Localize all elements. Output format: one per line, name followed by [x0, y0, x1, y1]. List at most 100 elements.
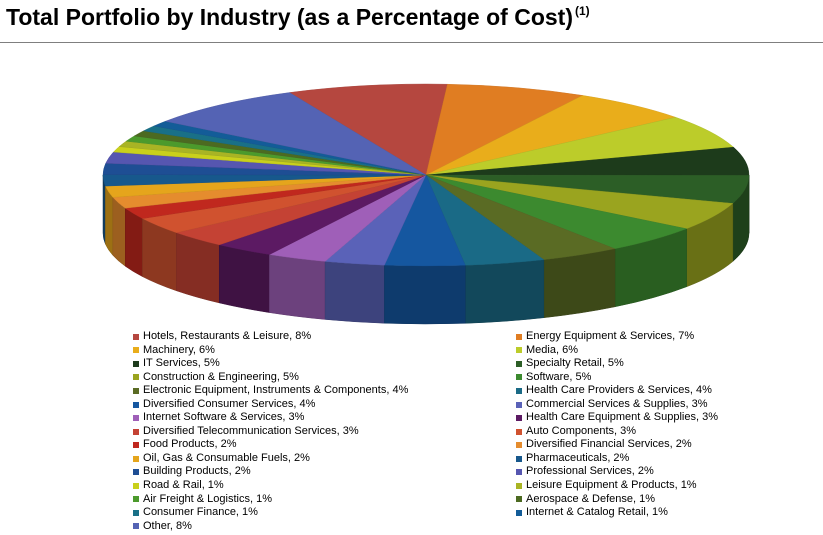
legend-label: Commercial Services & Supplies, 3% [526, 397, 708, 410]
legend-item: Machinery, 6% [133, 344, 408, 358]
pie-slice-side [218, 244, 270, 313]
legend-label: Auto Components, 3% [526, 424, 637, 437]
legend-swatch [133, 347, 139, 354]
legend-item: IT Services, 5% [133, 357, 408, 371]
legend-swatch [516, 374, 522, 381]
legend-swatch [133, 469, 139, 476]
pie-slice-side [465, 259, 545, 324]
legend-label: Aerospace & Defense, 1% [526, 492, 656, 505]
legend-swatch [133, 523, 139, 530]
legend-swatch [133, 374, 139, 381]
legend-left-column: Hotels, Restaurants & Leisure, 8% Machine… [133, 330, 408, 533]
legend-item: Professional Services, 2% [516, 465, 718, 479]
legend-label: Oil, Gas & Consumable Fuels, 2% [143, 451, 310, 464]
legend-item: Auto Components, 3% [516, 425, 718, 439]
pie-slice-side [105, 185, 114, 256]
legend-right-column: Energy Equipment & Services, 7% Media, 6%… [516, 330, 718, 520]
pie-slice [164, 92, 427, 176]
title-divider [0, 42, 823, 43]
legend-swatch [516, 442, 522, 449]
legend-swatch [516, 415, 522, 422]
legend-item: Health Care Providers & Services, 4% [516, 384, 718, 398]
legend-label: Leisure Equipment & Products, 1% [526, 479, 697, 492]
legend-item: Diversified Consumer Services, 4% [133, 398, 408, 412]
legend-label: Construction & Engineering, 5% [143, 370, 299, 383]
pie-chart [102, 83, 750, 325]
pie-slice-side [324, 261, 385, 324]
legend-swatch [133, 428, 139, 435]
legend-label: Specialty Retail, 5% [526, 357, 624, 370]
pie-slice [425, 83, 584, 176]
legend-swatch [516, 482, 522, 489]
pie-slice-side [112, 196, 126, 267]
legend-swatch [133, 333, 139, 340]
legend-swatch [516, 347, 522, 354]
pie-slice-side [384, 264, 466, 325]
title-footnote-marker: (1) [574, 4, 590, 18]
legend-item: Construction & Engineering, 5% [133, 371, 408, 385]
legend-swatch [516, 333, 522, 340]
legend-swatch [516, 455, 522, 462]
legend-item: Internet Software & Services, 3% [133, 411, 408, 425]
legend-swatch [133, 415, 139, 422]
legend-swatch [516, 509, 522, 516]
legend-swatch [516, 469, 522, 476]
legend-label: Health Care Equipment & Supplies, 3% [526, 411, 718, 424]
chart-title: Total Portfolio by Industry (as a Percen… [6, 4, 590, 31]
legend-item: Hotels, Restaurants & Leisure, 8% [133, 330, 408, 344]
legend-item: Software, 5% [516, 371, 718, 385]
legend-item: Energy Equipment & Services, 7% [516, 330, 718, 344]
legend-swatch [133, 496, 139, 503]
legend-label: Consumer Finance, 1% [143, 506, 258, 519]
legend-item: Diversified Financial Services, 2% [516, 438, 718, 452]
legend-item: Commercial Services & Supplies, 3% [516, 398, 718, 412]
legend-swatch [516, 496, 522, 503]
legend-item: Aerospace & Defense, 1% [516, 493, 718, 507]
pie-slice-side [543, 248, 616, 319]
legend-item: Media, 6% [516, 344, 718, 358]
pie-slice [425, 117, 735, 176]
legend-label: Internet & Catalog Retail, 1% [526, 506, 668, 519]
legend-swatch [133, 442, 139, 449]
pie-slice-side [125, 207, 143, 277]
legend-item: Pharmaceuticals, 2% [516, 452, 718, 466]
legend-label: Hotels, Restaurants & Leisure, 8% [143, 330, 312, 342]
legend-label: Pharmaceuticals, 2% [526, 451, 630, 464]
legend-item: Road & Rail, 1% [133, 479, 408, 493]
legend-swatch [133, 387, 139, 394]
legend-label: Diversified Telecommunication Services, … [143, 424, 359, 437]
pie-slice [288, 83, 448, 176]
legend-label: Building Products, 2% [143, 465, 251, 478]
chart-title-text: Total Portfolio by Industry (as a Percen… [6, 4, 573, 30]
legend-label: Diversified Consumer Services, 4% [143, 397, 316, 410]
legend-swatch [133, 401, 139, 408]
legend-label: Professional Services, 2% [526, 465, 654, 478]
legend-swatch [516, 360, 522, 367]
legend-item: Other, 8% [133, 520, 408, 534]
legend-item: Air Freight & Logistics, 1% [133, 493, 408, 507]
legend-label: Internet Software & Services, 3% [143, 411, 305, 424]
legend-item: Oil, Gas & Consumable Fuels, 2% [133, 452, 408, 466]
legend-label: Machinery, 6% [143, 343, 215, 356]
legend-label: Other, 8% [143, 519, 192, 532]
legend-label: Media, 6% [526, 343, 578, 356]
legend-item: Specialty Retail, 5% [516, 357, 718, 371]
legend-item: Food Products, 2% [133, 438, 408, 452]
pie-slice-side [269, 254, 326, 320]
legend-item: Consumer Finance, 1% [133, 506, 408, 520]
legend-item: Internet & Catalog Retail, 1% [516, 506, 718, 520]
legend-item: Health Care Equipment & Supplies, 3% [516, 411, 718, 425]
legend-swatch [133, 482, 139, 489]
legend-swatch [516, 401, 522, 408]
legend-item: Electronic Equipment, Instruments & Comp… [133, 384, 408, 398]
legend-label: Software, 5% [526, 370, 592, 383]
legend-label: Diversified Financial Services, 2% [526, 438, 692, 451]
legend-label: Road & Rail, 1% [143, 479, 224, 492]
legend-label: Food Products, 2% [143, 438, 237, 451]
legend-item: Building Products, 2% [133, 465, 408, 479]
legend-label: Energy Equipment & Services, 7% [526, 330, 695, 342]
legend-swatch [516, 387, 522, 394]
legend-label: Electronic Equipment, Instruments & Comp… [143, 384, 409, 397]
legend-swatch [133, 509, 139, 516]
legend-swatch [133, 360, 139, 367]
